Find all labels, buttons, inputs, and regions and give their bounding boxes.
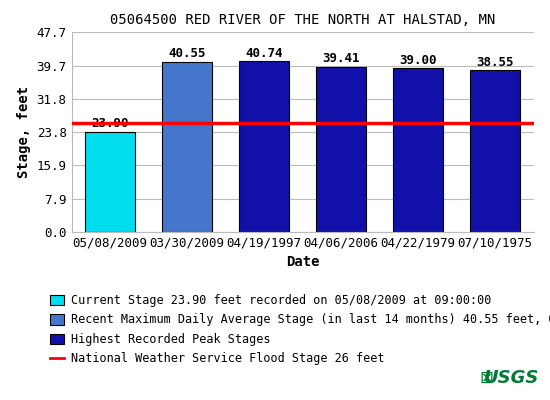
Bar [470,70,520,232]
Bar [239,61,289,232]
Text: 23.90: 23.90 [91,117,129,130]
Text: ⊠: ⊠ [480,369,494,387]
Text: 40.55: 40.55 [168,47,206,60]
Text: 40.74: 40.74 [245,46,283,60]
Text: USGS: USGS [484,369,539,387]
Text: 38.55: 38.55 [476,56,514,69]
Text: 39.41: 39.41 [322,52,360,65]
X-axis label: Date: Date [286,256,319,270]
Bar [316,67,366,232]
Legend: Current Stage 23.90 feet recorded on 05/08/2009 at 09:00:00, Recent Maximum Dail: Current Stage 23.90 feet recorded on 05/… [50,294,550,365]
Bar [393,68,443,232]
Bar [162,62,212,232]
Y-axis label: Stage, feet: Stage, feet [17,86,31,178]
Text: 39.00: 39.00 [399,54,437,67]
Title: 05064500 RED RIVER OF THE NORTH AT HALSTAD, MN: 05064500 RED RIVER OF THE NORTH AT HALST… [110,13,495,27]
Bar [85,132,135,232]
